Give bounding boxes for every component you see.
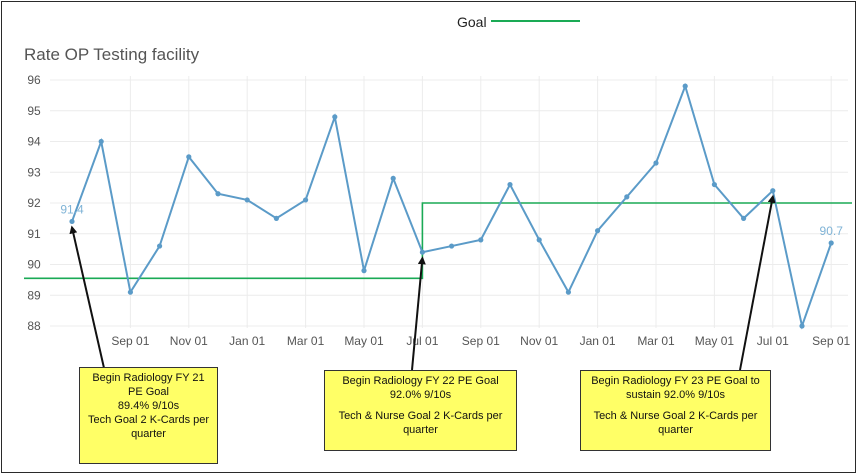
note-line: Tech & Nurse Goal 2 K-Cards per	[593, 410, 758, 422]
data-point	[536, 237, 542, 243]
annotation-arrow	[411, 256, 426, 371]
data-point	[98, 138, 104, 145]
data-point	[478, 237, 484, 243]
data-point	[565, 289, 572, 295]
x-tick-label: Jul 01	[757, 334, 789, 348]
x-tick-label: Mar 01	[287, 334, 325, 348]
x-tick-label: Nov 01	[170, 334, 208, 348]
data-point	[682, 83, 688, 89]
y-tick-label: 93	[27, 165, 41, 179]
data-point	[770, 188, 776, 194]
note-line: Tech Goal 2 K-Cards per	[87, 414, 210, 426]
annotation-fy22: Begin Radiology FY 22 PE Goal 92.0% 9/10s…	[324, 370, 517, 451]
y-axis-ticks: 96 95 94 93 92 91 90 89 88	[27, 73, 41, 333]
x-tick-label: Jan 01	[580, 334, 616, 348]
data-point	[361, 268, 367, 274]
legend-label: Goal	[457, 14, 487, 30]
note-line: sustain 92.0% 9/10s	[625, 389, 726, 401]
x-tick-label: May 01	[344, 334, 384, 348]
x-tick-label: Sep 01	[812, 334, 850, 348]
note-spacer	[585, 402, 766, 409]
data-point	[653, 160, 659, 166]
y-tick-label: 90	[27, 258, 41, 272]
y-tick-label: 88	[27, 319, 41, 333]
data-point	[273, 215, 279, 221]
x-tick-label: Nov 01	[520, 334, 558, 348]
note-line: PE Goal	[128, 386, 169, 398]
annotation-fy23: Begin Radiology FY 23 PE Goal to sustain …	[580, 370, 771, 451]
x-tick-label: Sep 01	[111, 334, 149, 348]
annotation-arrows	[69, 194, 776, 371]
data-point	[69, 218, 75, 225]
note-line: Begin Radiology FY 21	[92, 372, 205, 384]
data-point	[303, 197, 309, 203]
note-spacer	[329, 402, 512, 409]
data-point	[711, 181, 718, 188]
data-point	[157, 243, 163, 249]
data-labels: 91.4 90.7	[60, 202, 843, 238]
note-line: quarter	[658, 424, 693, 436]
data-point	[799, 323, 805, 329]
data-point	[332, 114, 338, 120]
annotation-arrow	[69, 225, 105, 369]
note-line: Begin Radiology FY 23 PE Goal to	[591, 375, 760, 387]
legend: Goal	[457, 14, 580, 30]
y-tick-label: 96	[27, 73, 41, 87]
note-line: 89.4% 9/10s	[117, 400, 180, 412]
data-point	[741, 215, 747, 221]
note-line: Begin Radiology FY 22 PE Goal	[342, 375, 499, 387]
data-point	[595, 228, 601, 234]
x-tick-label: May 01	[695, 334, 735, 348]
data-point	[507, 181, 513, 188]
y-tick-label: 94	[27, 135, 41, 149]
grid	[50, 76, 848, 328]
note-line: quarter	[131, 428, 166, 440]
x-tick-label: Mar 01	[637, 334, 675, 348]
data-label: 90.7	[820, 224, 844, 238]
annotation-fy21: Begin Radiology FY 21 PE Goal 89.4% 9/10s T…	[79, 367, 218, 464]
x-tick-label: Jul 01	[406, 334, 438, 348]
series-rate	[69, 83, 834, 330]
data-point	[127, 289, 133, 295]
data-point	[186, 154, 192, 160]
data-point	[419, 249, 425, 255]
y-tick-label: 91	[27, 227, 41, 241]
note-line: Tech & Nurse Goal 2 K-Cards per	[338, 410, 503, 422]
goal-line	[24, 202, 852, 280]
note-line: 92.0% 9/10s	[389, 389, 452, 401]
data-point	[215, 191, 221, 197]
data-label: 91.4	[60, 202, 84, 216]
data-point	[390, 175, 396, 181]
y-tick-label: 92	[27, 196, 41, 210]
x-axis-ticks: Sep 01 Nov 01 Jan 01 Mar 01 May 01 Jul 01 Sep …	[111, 334, 850, 348]
y-tick-label: 89	[27, 288, 41, 302]
data-point	[449, 243, 455, 249]
x-tick-label: Sep 01	[462, 334, 500, 348]
x-tick-label: Jan 01	[229, 334, 265, 348]
annotation-arrow	[739, 194, 776, 371]
data-point	[828, 240, 834, 246]
goal-step-line	[24, 202, 852, 280]
note-line: quarter	[403, 424, 438, 436]
y-tick-label: 95	[27, 104, 41, 118]
data-point	[624, 194, 630, 200]
data-point	[244, 197, 250, 203]
chart-title: Rate OP Testing facility	[24, 45, 200, 64]
series-line	[71, 83, 833, 330]
